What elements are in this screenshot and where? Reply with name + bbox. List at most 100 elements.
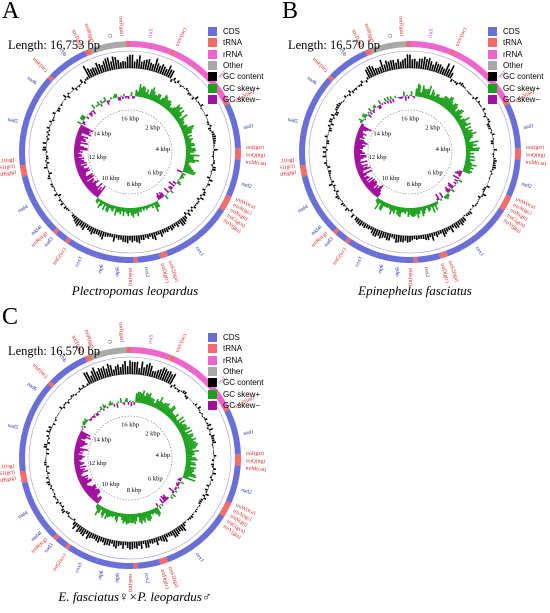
legend-item-gc-skew-pos: GC skew+: [208, 388, 263, 399]
legend-swatch: [208, 400, 217, 410]
trnV-label: trnV(tac): [454, 26, 469, 47]
gc-content-bar: [335, 111, 340, 114]
gc-skew-neg-bar: [91, 109, 97, 115]
gc-skew-neg-bar: [87, 179, 100, 191]
gc-content-bar: [157, 536, 161, 541]
gc-skew-neg-bar: [362, 179, 368, 184]
gc-content-bar: [173, 384, 176, 387]
species-caption: Epinephelus fasciatus: [358, 283, 472, 298]
gc-content-bar: [83, 372, 91, 385]
gc-content-bar: [175, 528, 181, 535]
trnH-label: trnH(gtg): [280, 168, 297, 178]
trnE-block: [47, 380, 55, 388]
gc-content-bar: [328, 170, 332, 173]
gc-skew-neg-bar: [456, 170, 463, 175]
gc-skew-pos-bar: [185, 144, 195, 147]
gc-skew-pos-bar: [81, 114, 87, 119]
gc-content-bar: [165, 227, 169, 233]
gc-skew-neg-bar: [76, 135, 84, 139]
trnD-block: [158, 251, 165, 259]
gc-skew-pos-bar: [105, 202, 108, 207]
gc-skew-pos-bar: [446, 103, 454, 111]
gc-skew-pos-bar: [183, 165, 192, 170]
gc-skew-neg-bar: [436, 198, 439, 201]
gc-skew-pos-bar: [175, 117, 181, 121]
gc-content-bar: [482, 107, 486, 111]
gc-skew-pos-bar: [114, 512, 118, 520]
legend-item-gc-skew-neg: GC skew−: [208, 400, 263, 411]
gc-content-bar: [179, 84, 182, 88]
gc-content-bar: [187, 209, 190, 212]
gc-content-bar: [165, 65, 172, 77]
trnF-label: trnF(gaa): [117, 322, 125, 343]
gc-content-bar: [335, 106, 339, 109]
trnG-block: [64, 542, 72, 551]
gc-skew-pos-bar: [121, 207, 124, 212]
gc-skew-neg-bar: [156, 195, 160, 201]
gc-skew-pos-bar: [454, 114, 461, 120]
gc-content-bar: [67, 511, 71, 515]
legend-label: GC skew+: [223, 389, 261, 399]
gc-skew-neg-bar: [355, 136, 361, 140]
gc-content-bar: [100, 368, 105, 379]
gc-content-bar: [467, 92, 470, 95]
gc-content-bar: [212, 135, 216, 138]
gc-content-bar: [165, 371, 172, 383]
gc-skew-neg-bar: [360, 124, 372, 132]
gc-content-bar: [52, 488, 54, 491]
gc-skew-pos-bar: [427, 204, 432, 211]
gc-skew-neg-bar: [76, 166, 84, 171]
gc-content-bar: [358, 220, 364, 227]
gc-content-bar: [205, 490, 208, 493]
gc-skew-neg-bar: [354, 160, 361, 163]
gc-skew-neg-bar: [354, 154, 367, 158]
gc-content-bar: [71, 86, 75, 91]
gc-content-bar: [83, 81, 87, 85]
legend-swatch: [208, 333, 217, 343]
gc-skew-pos-bar: [415, 207, 418, 215]
kbp-label: 4 kbp: [156, 452, 171, 459]
gc-content-bar: [467, 212, 471, 216]
gc-skew-neg-bar: [381, 103, 384, 106]
nad6-block: [33, 383, 53, 406]
gc-content-bar: [198, 499, 203, 503]
gc-skew-neg-bar: [357, 131, 367, 137]
gc-content-bar: [92, 228, 97, 235]
gc-content-bar: [62, 94, 67, 99]
trnT-block: [84, 49, 91, 57]
rrnS-block: [129, 41, 172, 55]
gc-content-bar: [81, 529, 87, 537]
gc-content-bar: [477, 100, 481, 104]
gc-skew-neg-bar: [454, 178, 459, 182]
gc-skew-neg-bar: [96, 412, 100, 416]
trnM-label: trnM(cat): [245, 464, 266, 473]
gc-content-bar: [445, 227, 449, 232]
gc-skew-neg-bar: [76, 133, 89, 140]
gc-skew-pos-bar: [444, 97, 455, 109]
legend-label: GC content: [223, 378, 264, 388]
genome-length: Length: 16,570 bp: [8, 344, 101, 358]
gc-skew-neg-bar: [356, 133, 364, 138]
gc-skew-pos-bar: [139, 206, 142, 213]
gc-skew-pos-bar: [185, 449, 199, 453]
gc-content-bar: [137, 235, 141, 244]
gc-content-bar: [67, 92, 70, 95]
gc-content-bar: [435, 63, 440, 73]
gc-content-bar: [169, 70, 175, 79]
gc-content-bar: [190, 206, 193, 209]
gc-content-bar: [102, 366, 107, 378]
gc-content-bar: [343, 95, 347, 99]
gc-skew-pos-bar: [462, 169, 471, 175]
gc-skew-pos-bar: [147, 204, 151, 208]
gc-content-bar: [142, 367, 146, 376]
gc-content-bar: [76, 524, 80, 528]
gc-content-bar: [456, 220, 461, 226]
gc-skew-pos-bar: [146, 93, 150, 99]
gc-content-bar: [119, 62, 123, 69]
gc-content-bar: [387, 61, 392, 71]
gc-skew-pos-bar: [375, 197, 379, 202]
atp8-label: atp8: [394, 267, 401, 277]
gc-content-bar: [365, 79, 369, 83]
gc-skew-pos-bar: [162, 99, 169, 108]
